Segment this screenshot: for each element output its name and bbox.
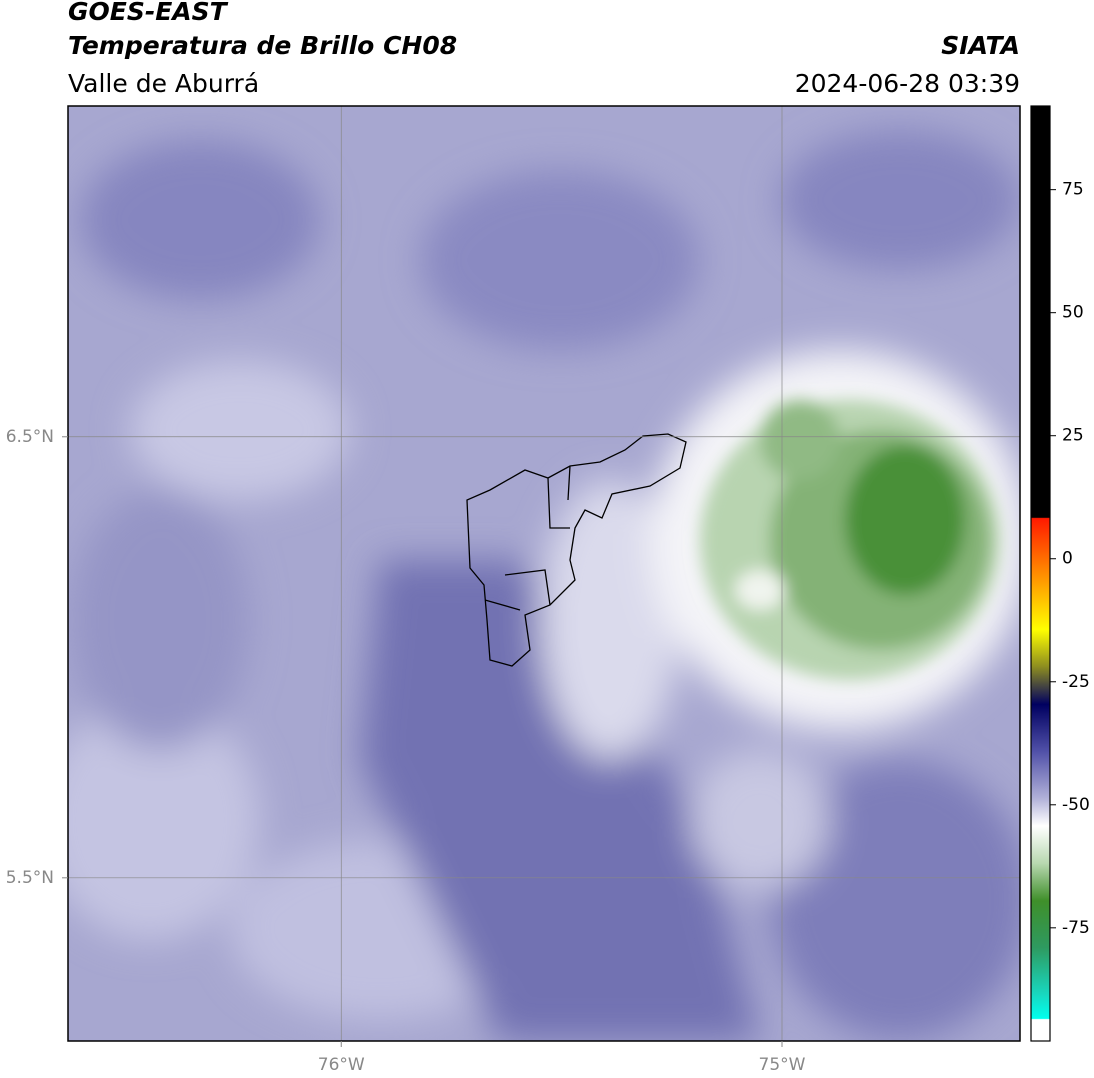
title: GOES-EAST xyxy=(68,0,229,26)
y-tick-label: 5.5°N xyxy=(6,868,54,888)
y-tick-label: 6.5°N xyxy=(6,427,54,447)
colorbar-tick-label: -50 xyxy=(1062,795,1090,815)
source: SIATA xyxy=(941,31,1020,60)
colorbar-tick-label: 0 xyxy=(1062,549,1073,569)
x-tick-label: 76°W xyxy=(318,1055,365,1075)
colorbar-tick-label: 50 xyxy=(1062,303,1084,323)
colorbar-tick-label: 75 xyxy=(1062,180,1084,200)
subtitle: Temperatura de Brillo CH08 xyxy=(68,31,457,60)
colorbar-tick-label: 25 xyxy=(1062,426,1084,446)
colorbar-tick-label: -25 xyxy=(1062,672,1090,692)
region: Valle de Aburrá xyxy=(68,69,259,98)
municipality-boundaries xyxy=(466,433,687,667)
brightness-field xyxy=(68,106,1020,1041)
colorbar-tick-label: -75 xyxy=(1062,918,1090,938)
x-tick-label: 75°W xyxy=(759,1055,806,1075)
colorbar xyxy=(1030,105,1051,1042)
datetime: 2024-06-28 03:39 xyxy=(795,69,1020,98)
map-frame xyxy=(67,105,1021,1042)
